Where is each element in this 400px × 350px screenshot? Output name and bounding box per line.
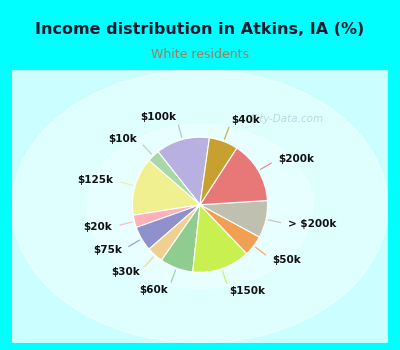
Text: $50k: $50k — [272, 255, 301, 265]
Text: $75k: $75k — [93, 245, 122, 256]
Wedge shape — [158, 137, 210, 205]
Text: $10k: $10k — [109, 134, 138, 144]
Wedge shape — [133, 205, 200, 228]
Text: $60k: $60k — [140, 285, 168, 295]
Wedge shape — [136, 205, 200, 249]
Wedge shape — [200, 201, 268, 237]
Text: $100k: $100k — [140, 112, 176, 122]
Text: $30k: $30k — [111, 267, 140, 277]
Wedge shape — [132, 160, 200, 215]
Ellipse shape — [12, 70, 388, 343]
Text: City-Data.com: City-Data.com — [250, 114, 324, 124]
Text: $125k: $125k — [77, 175, 113, 185]
Wedge shape — [149, 205, 200, 260]
Text: $150k: $150k — [229, 286, 265, 295]
Text: $20k: $20k — [84, 222, 112, 232]
Wedge shape — [200, 148, 268, 205]
Ellipse shape — [0, 15, 400, 350]
Text: $40k: $40k — [232, 115, 260, 125]
Text: $200k: $200k — [278, 154, 314, 164]
Ellipse shape — [87, 125, 313, 288]
Text: White residents: White residents — [151, 48, 249, 61]
Wedge shape — [162, 205, 200, 272]
Wedge shape — [193, 205, 247, 272]
Wedge shape — [149, 152, 200, 205]
Text: > $200k: > $200k — [288, 219, 337, 229]
Wedge shape — [200, 138, 237, 205]
Wedge shape — [200, 205, 259, 254]
Text: Income distribution in Atkins, IA (%): Income distribution in Atkins, IA (%) — [35, 22, 365, 37]
